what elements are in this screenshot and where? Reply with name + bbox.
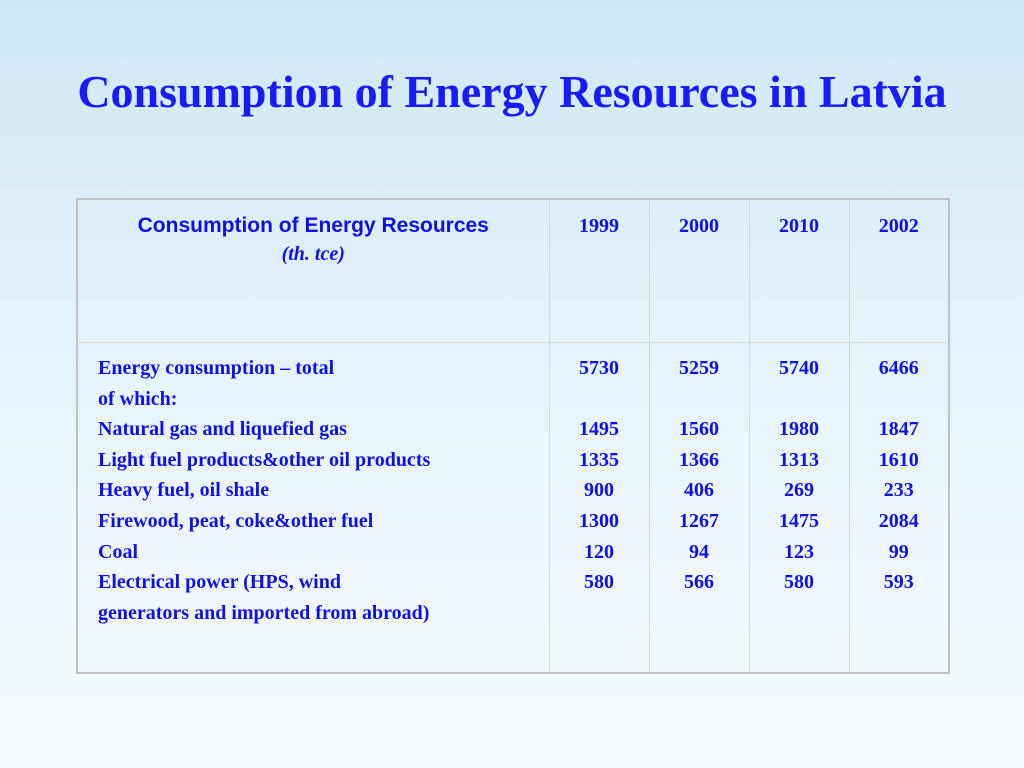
header-year: 2000: [648, 198, 750, 343]
value-cell: 406: [684, 479, 714, 502]
value-cell: 123: [784, 540, 814, 563]
value-cell: 1610: [878, 448, 919, 471]
year-values-cell-2002: 6466 1847 1610 233 2084 99 593: [848, 342, 950, 674]
energy-consumption-table: Consumption of Energy Resources (th. tce…: [76, 198, 950, 674]
value-cell: [650, 384, 749, 415]
row-label: Energy consumption – total: [98, 357, 335, 379]
header-label: Consumption of Energy Resources: [137, 214, 489, 237]
header-unit: (th. tce): [281, 243, 345, 265]
value-cell: 1313: [779, 448, 819, 471]
value-cell: [750, 384, 849, 415]
header-year: 1999: [548, 198, 650, 343]
row-label: Firewood, peat, coke&other fuel: [98, 509, 374, 532]
value-cell: 566: [684, 571, 714, 594]
value-cell: 900: [584, 479, 614, 502]
year-values-cell-2000: 5259 1560 1366 406 1267 94 566: [648, 342, 750, 674]
table-header-row: Consumption of Energy Resources (th. tce…: [76, 198, 950, 343]
value-cell: 269: [784, 479, 814, 502]
value-cell: 6466: [878, 357, 919, 379]
year-values-cell-2010: 5740 1980 1313 269 1475 123 580: [748, 342, 850, 674]
value-cell: 593: [883, 571, 914, 594]
row-label: Light fuel products&other oil products: [98, 448, 431, 471]
row-label: generators and imported from abroad): [98, 601, 430, 624]
value-cell: 120: [584, 540, 614, 563]
row-label: Heavy fuel, oil shale: [98, 479, 270, 502]
value-cell: 94: [689, 540, 709, 563]
row-label: of which:: [98, 387, 178, 410]
value-cell: 1300: [579, 509, 619, 532]
value-cell: 5259: [679, 357, 719, 379]
slide-title: Consumption of Energy Resources in Latvi…: [77, 66, 947, 117]
row-label: Coal: [98, 540, 138, 563]
value-cell: 1495: [579, 418, 619, 441]
value-cell: [750, 598, 849, 629]
value-cell: 1267: [679, 509, 719, 532]
value-cell: 233: [883, 479, 914, 502]
value-cell: [650, 598, 749, 629]
header-year: 2002: [848, 198, 950, 343]
row-labels-cell: Energy consumption – total of which: Nat…: [76, 342, 550, 674]
value-cell: 1335: [579, 448, 619, 471]
value-cell: 1980: [779, 418, 819, 441]
year-values-cell-1999: 5730 1495 1335 900 1300 120 580: [548, 342, 650, 674]
table-body-row: Energy consumption – total of which: Nat…: [76, 342, 950, 674]
value-cell: 99: [888, 540, 909, 563]
value-cell: 1366: [679, 448, 719, 471]
value-cell: 2084: [878, 509, 919, 532]
value-cell: 5730: [579, 357, 619, 379]
value-cell: 5740: [779, 357, 819, 379]
value-cell: [850, 384, 949, 415]
row-label: Electrical power (HPS, wind: [98, 571, 341, 594]
value-cell: [550, 384, 649, 415]
row-label: Natural gas and liquefied gas: [98, 418, 347, 441]
value-cell: 580: [784, 571, 814, 594]
value-cell: 1560: [679, 418, 719, 441]
value-cell: [850, 598, 949, 629]
header-label-cell: Consumption of Energy Resources (th. tce…: [76, 198, 550, 343]
value-cell: 580: [584, 571, 614, 594]
header-year: 2010: [748, 198, 850, 343]
value-cell: 1847: [878, 418, 919, 441]
value-cell: [550, 598, 649, 629]
value-cell: 1475: [779, 509, 819, 532]
